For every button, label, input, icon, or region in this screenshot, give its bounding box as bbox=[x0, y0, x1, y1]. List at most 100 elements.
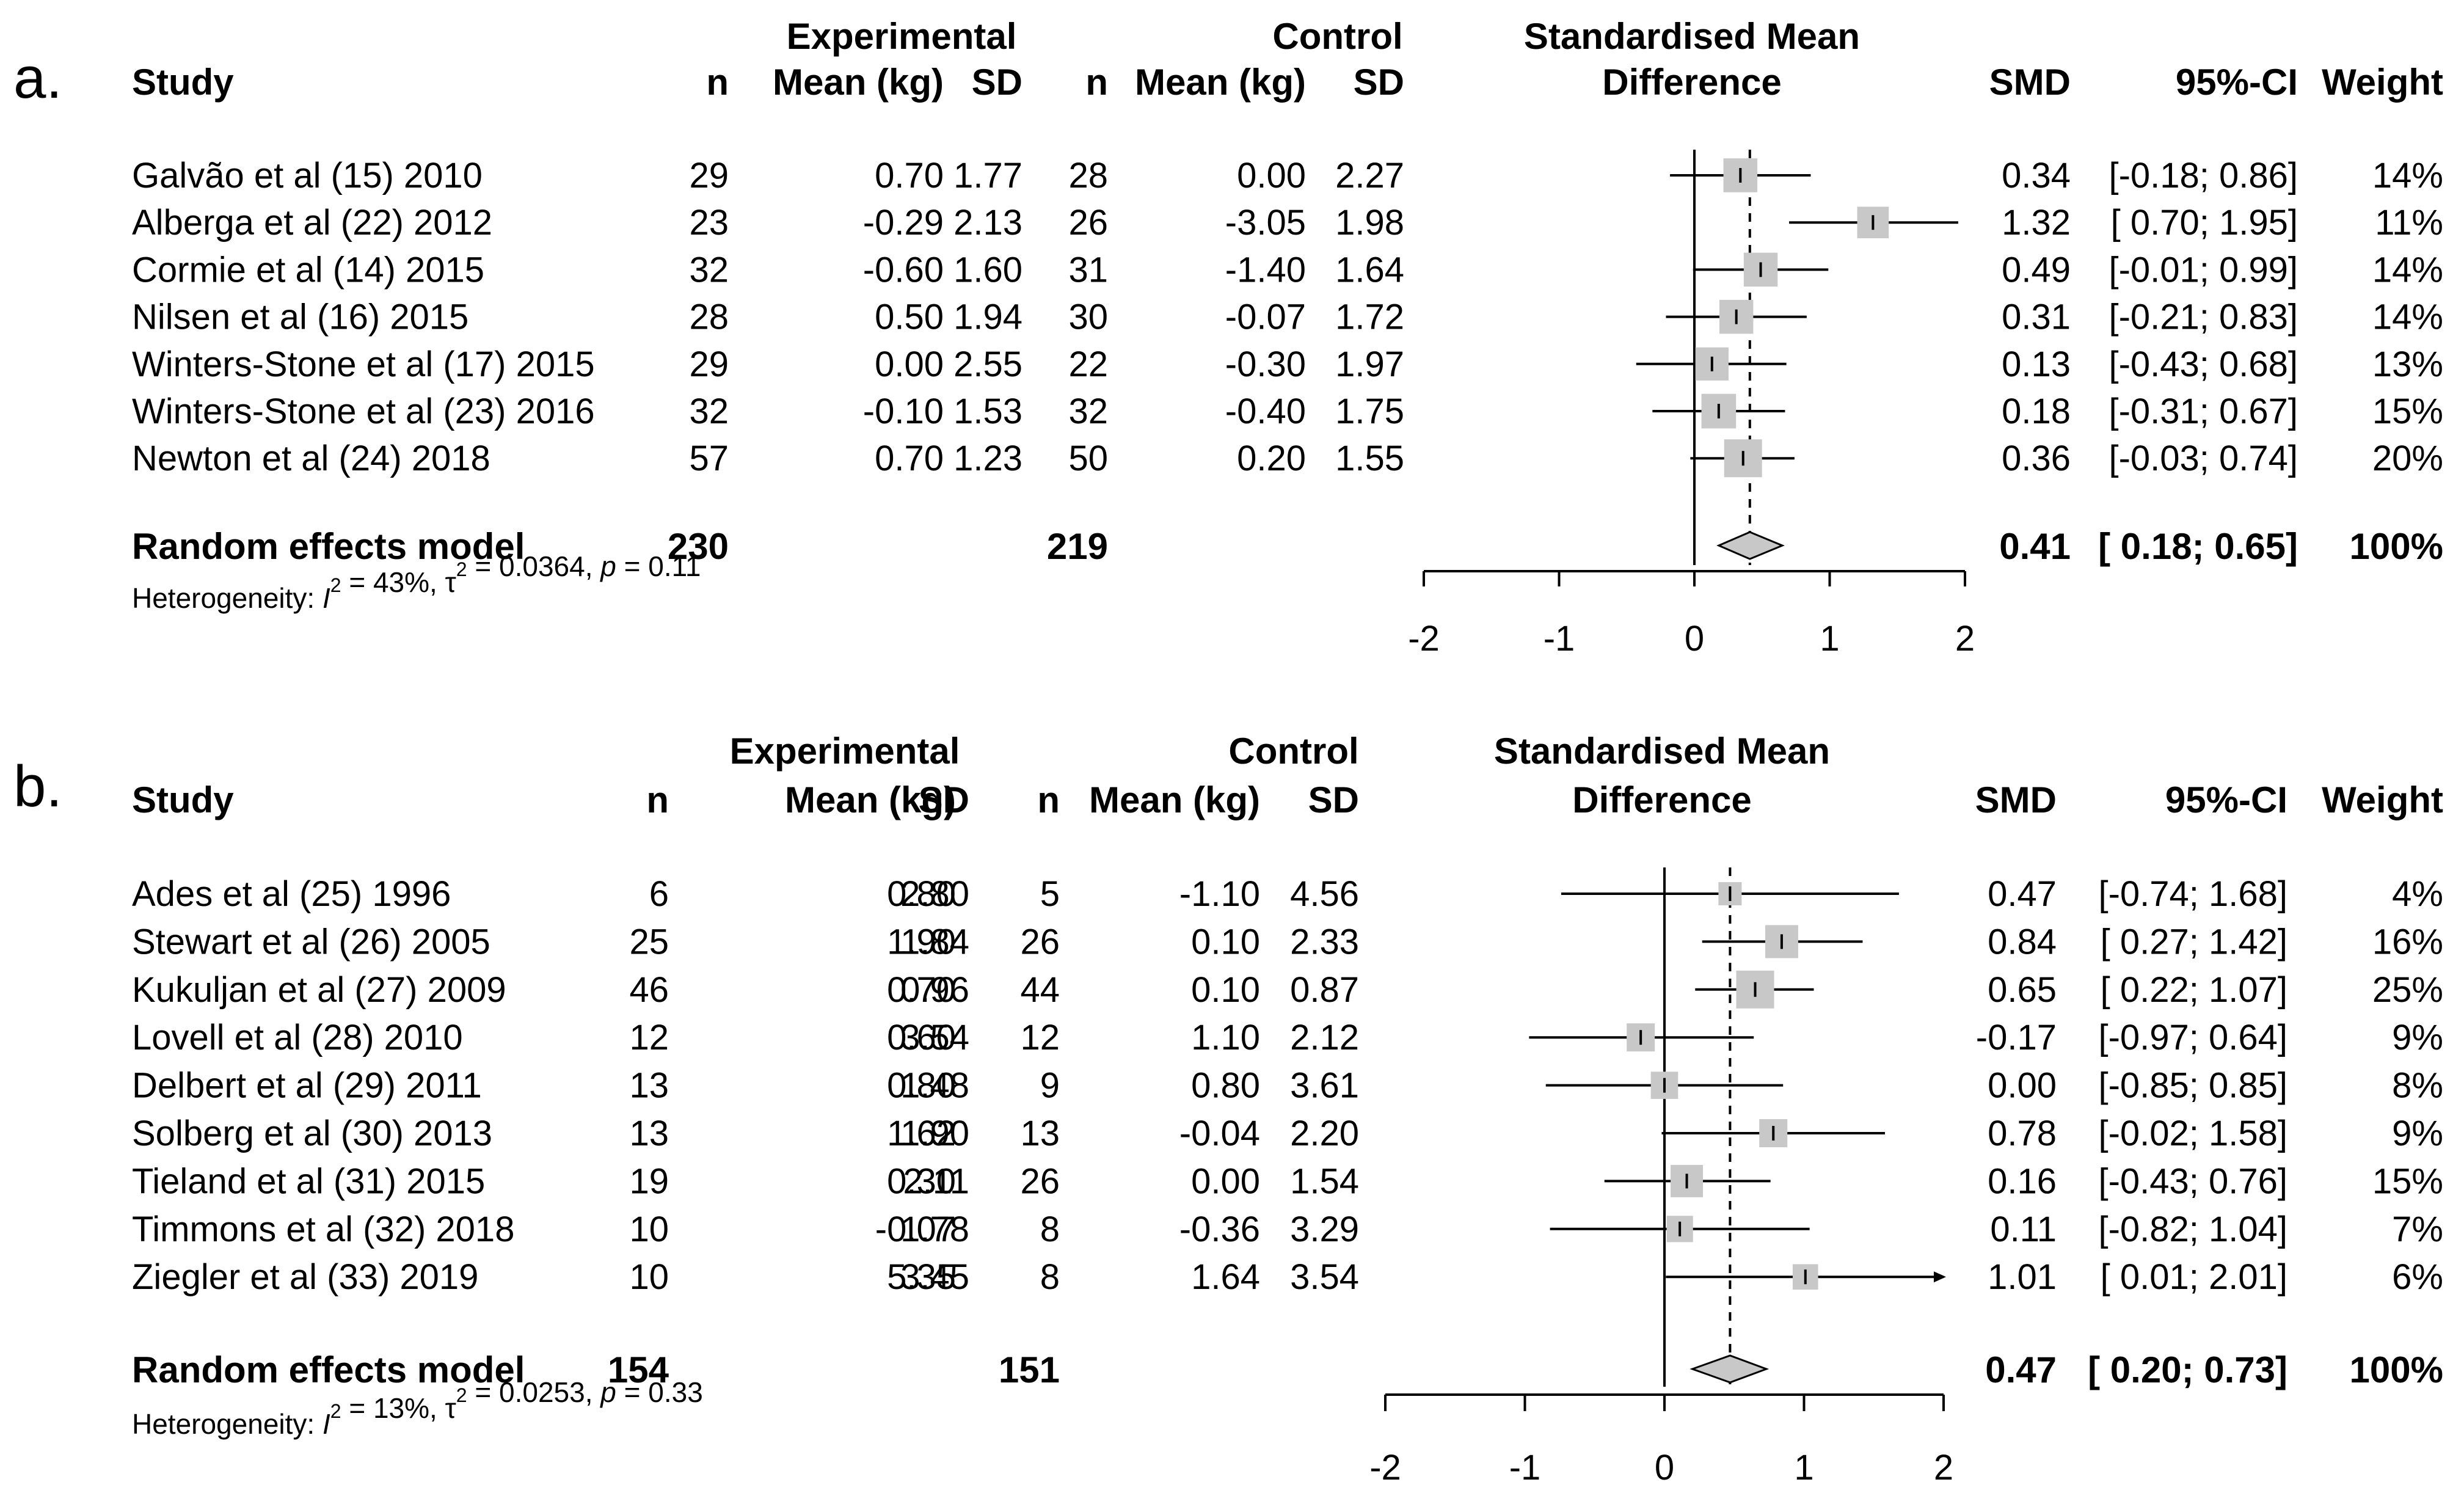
smd-value: 0.31 bbox=[2002, 298, 2071, 337]
table-row: Solberg et al (30) 2013 13 1.621.90 13 -0.04… bbox=[132, 1114, 2443, 1153]
ci-value: [-0.43; 0.68] bbox=[2109, 345, 2298, 384]
smd-value: 0.47 bbox=[1988, 874, 2057, 914]
plot-title-line2: Difference bbox=[1602, 62, 1781, 103]
forest-plot-area: -2 -1 0 1 2 bbox=[1408, 150, 1975, 659]
exp-sd: 1.77 bbox=[953, 156, 1022, 195]
table-row: Stewart et al (26) 2005 25 1.901.84 26 0.10 2… bbox=[132, 922, 2443, 962]
heterogeneity-p: p bbox=[599, 550, 616, 582]
ctrl-mean: 1.10 bbox=[1191, 1018, 1260, 1057]
pooled-weight: 100% bbox=[2350, 526, 2443, 567]
exp-sd-header: SD bbox=[919, 779, 969, 820]
heterogeneity-p-value: = 0.11 bbox=[616, 550, 701, 582]
smd-value: 0.34 bbox=[2002, 156, 2071, 195]
ctrl-sd: 2.27 bbox=[1335, 156, 1404, 195]
smd-value: 0.13 bbox=[2002, 345, 2071, 384]
exp-sd: 1.53 bbox=[953, 392, 1022, 431]
weight-value: 11% bbox=[2375, 203, 2443, 243]
heterogeneity-tau: τ bbox=[445, 1392, 456, 1424]
weight-value: 14% bbox=[2372, 156, 2443, 195]
exp-n: 10 bbox=[629, 1257, 669, 1297]
heterogeneity-note: Heterogeneity: I2 = 13%, τ2 = 0.0253, p … bbox=[132, 1376, 703, 1440]
panel-label: b. bbox=[13, 754, 62, 819]
study-name: Ziegler et al (33) 2019 bbox=[132, 1257, 478, 1297]
ci-value: [-0.31; 0.67] bbox=[2109, 392, 2298, 431]
ci-value: [ 0.22; 1.07] bbox=[2101, 970, 2287, 1010]
pooled-ci: [ 0.20; 0.73] bbox=[2088, 1349, 2287, 1390]
exp-mean: 0.70 bbox=[875, 439, 944, 478]
study-name: Winters-Stone et al (23) 2016 bbox=[132, 392, 595, 431]
weight-value: 14% bbox=[2372, 298, 2443, 337]
ci-value: [-0.02; 1.58] bbox=[2098, 1114, 2287, 1153]
heterogeneity-i2-value: = 43%, bbox=[341, 566, 445, 598]
table-row: Delbert et al (29) 2011 13 0.801.48 9 0.80 3.… bbox=[132, 1066, 2443, 1106]
weight-value: 20% bbox=[2372, 439, 2443, 478]
exp-mean: 1.62 bbox=[887, 1114, 956, 1153]
table-row: Winters-Stone et al (23) 2016 32 -0.10 1.53… bbox=[132, 392, 2443, 431]
plot-title-line1: Standardised Mean bbox=[1524, 16, 1860, 57]
study-name: Stewart et al (26) 2005 bbox=[132, 922, 490, 962]
ctrl-sd: 1.97 bbox=[1335, 345, 1404, 384]
exp-n: 32 bbox=[689, 392, 729, 431]
weight-value: 9% bbox=[2392, 1114, 2443, 1153]
exp-n: 32 bbox=[689, 250, 729, 290]
exp-sd: 3.54 bbox=[900, 1018, 969, 1057]
superscript-2: 2 bbox=[456, 558, 467, 580]
table-row: Kukuljan et al (27) 2009 46 0.700.96 44 0.10… bbox=[132, 970, 2443, 1010]
x-tick-label: -1 bbox=[1509, 1448, 1541, 1488]
ci-value: [-0.74; 1.68] bbox=[2098, 874, 2287, 914]
ctrl-n: 12 bbox=[1020, 1018, 1060, 1057]
ctrl-sd: 1.98 bbox=[1335, 203, 1404, 243]
smd-value: 0.49 bbox=[2002, 250, 2071, 290]
exp-sd: 0.96 bbox=[900, 970, 969, 1010]
exp-n: 13 bbox=[629, 1114, 669, 1153]
ctrl-mean: 0.20 bbox=[1237, 439, 1306, 478]
ci-value: [ 0.70; 1.95] bbox=[2111, 203, 2298, 243]
ctrl-n: 8 bbox=[1040, 1210, 1060, 1249]
exp-n-header: n bbox=[646, 779, 669, 820]
study-name: Solberg et al (30) 2013 bbox=[132, 1114, 492, 1153]
study-name: Newton et al (24) 2018 bbox=[132, 439, 490, 478]
study-name: Lovell et al (28) 2010 bbox=[132, 1018, 463, 1057]
exp-mean-header: Mean (kg) bbox=[773, 62, 944, 103]
exp-n: 29 bbox=[689, 345, 729, 384]
exp-sd: 3.45 bbox=[900, 1257, 969, 1297]
exp-sd: 2.11 bbox=[903, 1161, 969, 1201]
exp-mean: 0.80 bbox=[887, 1066, 956, 1106]
exp-n-header: n bbox=[706, 62, 729, 103]
smd-value: 1.32 bbox=[2002, 203, 2071, 243]
exp-mean: -0.60 bbox=[863, 250, 944, 290]
exp-sd: 1.48 bbox=[900, 1066, 969, 1106]
exp-n: 10 bbox=[629, 1210, 669, 1249]
exp-mean: 0.70 bbox=[875, 156, 944, 195]
exp-mean: 0.80 bbox=[887, 874, 956, 914]
exp-mean: 0.30 bbox=[887, 1161, 956, 1201]
ci-value: [-0.01; 0.99] bbox=[2109, 250, 2298, 290]
exp-sd: 1.78 bbox=[900, 1210, 969, 1249]
x-tick-label: 1 bbox=[1820, 619, 1839, 659]
exp-sd: 1.90 bbox=[900, 1114, 969, 1153]
heterogeneity-p: p bbox=[599, 1376, 616, 1408]
exp-mean: -0.07 bbox=[875, 1210, 956, 1249]
ctrl-mean-header: Mean (kg) bbox=[1089, 779, 1260, 820]
ctrl-mean: 1.64 bbox=[1191, 1257, 1260, 1297]
heterogeneity-prefix: Heterogeneity: bbox=[132, 1408, 323, 1440]
ctrl-sd: 1.54 bbox=[1290, 1161, 1359, 1201]
exp-n: 57 bbox=[689, 439, 729, 478]
weight-value: 4% bbox=[2392, 874, 2443, 914]
ctrl-mean: 0.10 bbox=[1191, 922, 1260, 962]
smd-header: SMD bbox=[1975, 779, 2057, 820]
pooled-weight: 100% bbox=[2350, 1349, 2443, 1390]
superscript-2: 2 bbox=[330, 574, 341, 596]
table-row: Nilsen et al (16) 2015 28 0.50 1.94 30 -0.07 1… bbox=[132, 298, 2443, 337]
ci-value: [-0.85; 0.85] bbox=[2098, 1066, 2287, 1106]
ctrl-mean: 0.80 bbox=[1191, 1066, 1260, 1106]
x-tick-label: 0 bbox=[1685, 619, 1704, 659]
study-name: Galvão et al (15) 2010 bbox=[132, 156, 483, 195]
exp-mean: 5.35 bbox=[887, 1257, 956, 1297]
heterogeneity-note: Heterogeneity: I2 = 43%, τ2 = 0.0364, p … bbox=[132, 550, 701, 614]
forest-panel-a: a. Experimental Control Standardised Mean St… bbox=[13, 16, 2443, 659]
weight-value: 14% bbox=[2372, 250, 2443, 290]
exp-sd: 2.55 bbox=[953, 345, 1022, 384]
ci-value: [-0.21; 0.83] bbox=[2109, 298, 2298, 337]
